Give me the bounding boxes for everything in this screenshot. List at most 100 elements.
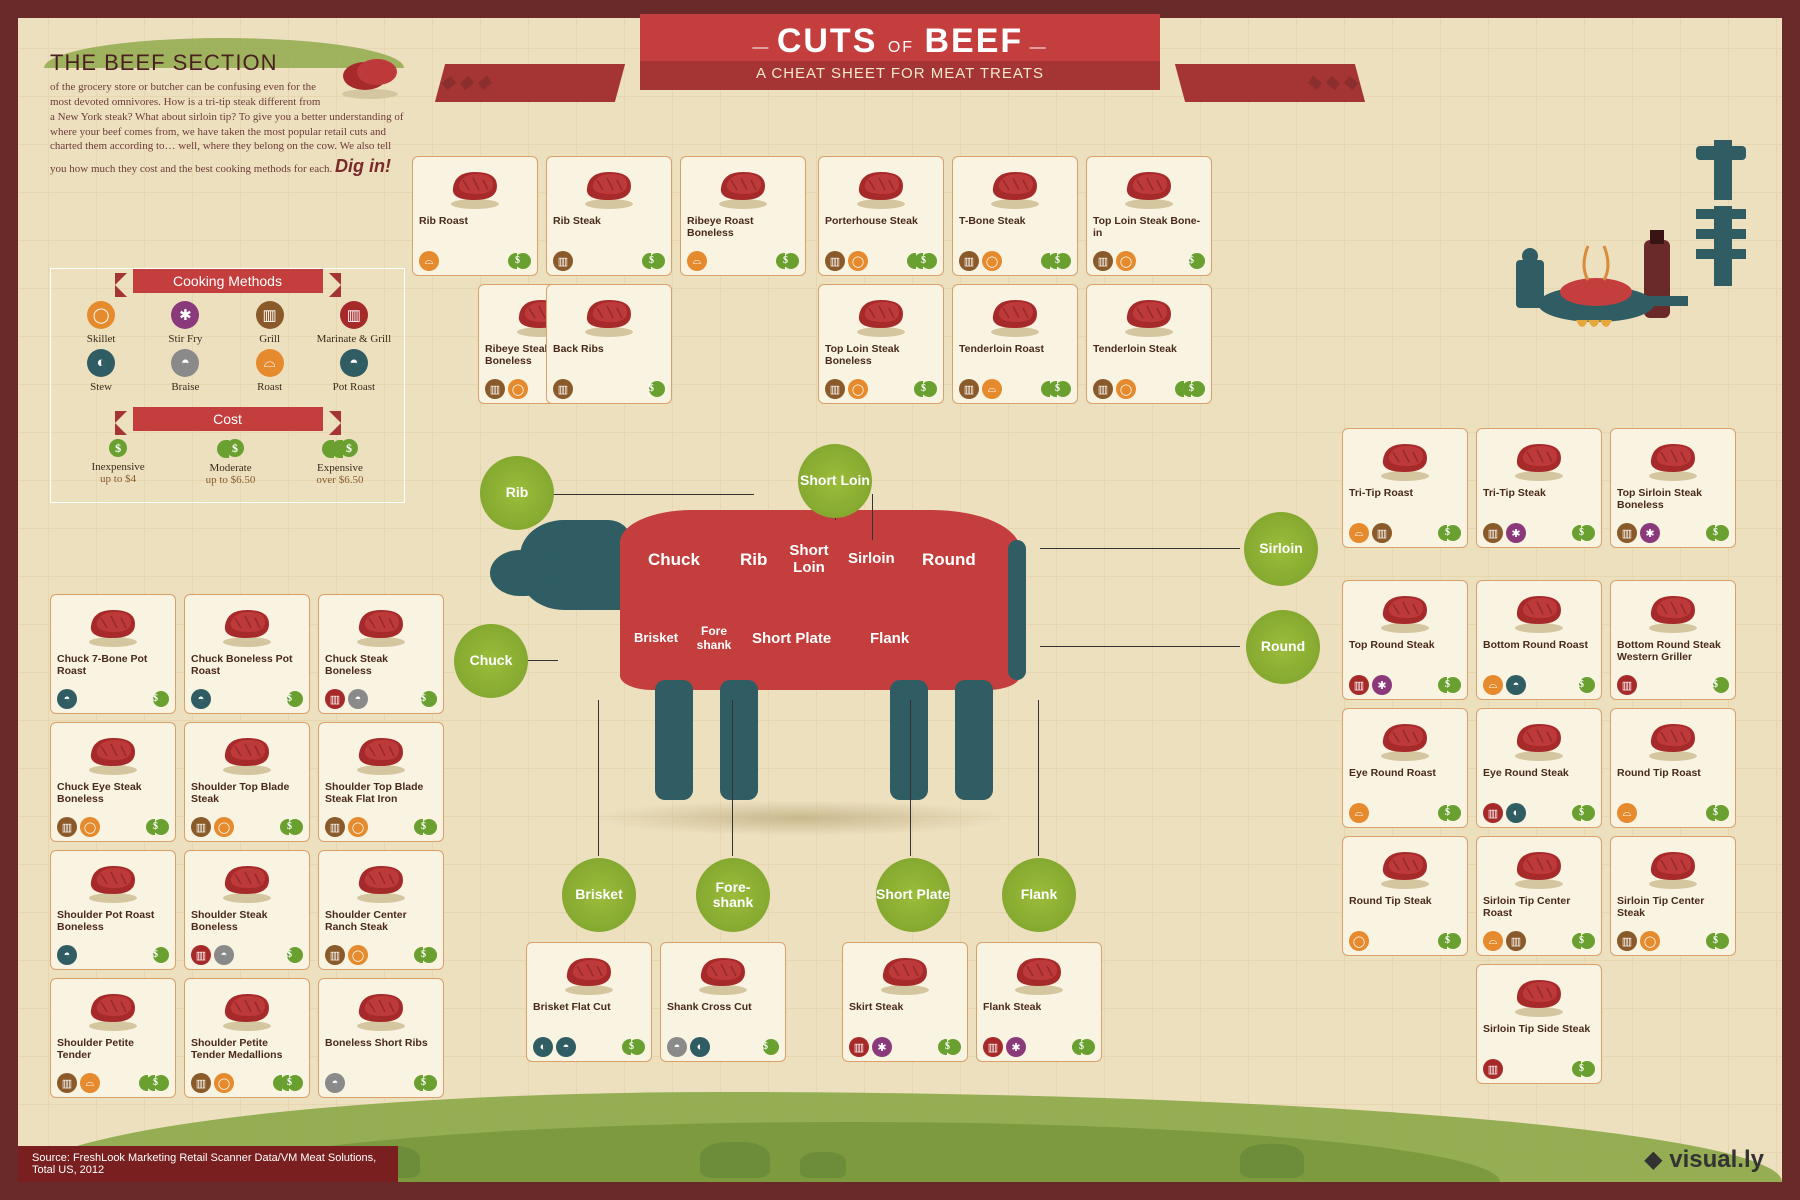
cost-icon: $ bbox=[622, 1039, 645, 1055]
cost-icon: $ bbox=[1438, 933, 1461, 949]
meat-icon bbox=[1483, 715, 1595, 763]
meat-icon bbox=[57, 601, 169, 649]
roast-icon: ⌓ bbox=[982, 379, 1002, 399]
meat-icon bbox=[1093, 163, 1205, 211]
group-sirloin: Tri-Tip Roast⌓▥$Tri-Tip Steak▥✱$Top Sirl… bbox=[1342, 428, 1736, 548]
meat-icon bbox=[1483, 587, 1595, 635]
cost-icon: $ bbox=[1041, 381, 1071, 397]
title-sub: A CHEAT SHEET FOR MEAT TREATS bbox=[640, 61, 1160, 90]
title-banner: — CUTS OF BEEF — A CHEAT SHEET FOR MEAT … bbox=[640, 14, 1160, 90]
cut-name: Ribeye Roast Boneless bbox=[687, 215, 799, 239]
cost-icon: $ bbox=[938, 1039, 961, 1055]
meat-icon bbox=[191, 985, 303, 1033]
methods-grid: ◯Skillet✱Stir Fry▥Grill▥Marinate & Grill… bbox=[61, 301, 394, 393]
meat-icon bbox=[1483, 435, 1595, 483]
meat-icon bbox=[1483, 971, 1595, 1019]
meat-icon bbox=[1349, 435, 1461, 483]
region-pill-brisket: Brisket bbox=[562, 858, 636, 932]
cut-name: Boneless Short Ribs bbox=[325, 1037, 437, 1061]
cut-card: Shoulder Petite Tender Medallions▥◯$ bbox=[184, 978, 310, 1098]
cost-icon: $ bbox=[1572, 933, 1595, 949]
intro-block: THE BEEF SECTION of the grocery store or… bbox=[50, 50, 405, 179]
cut-name: Flank Steak bbox=[983, 1001, 1095, 1025]
meat-icon bbox=[1349, 715, 1461, 763]
method-braise: ◓Braise bbox=[145, 349, 225, 393]
stirfry-icon: ✱ bbox=[1006, 1037, 1026, 1057]
cost-icon: $ bbox=[280, 819, 303, 835]
meat-icon bbox=[849, 949, 961, 997]
meat-icon bbox=[959, 163, 1071, 211]
cut-name: Shoulder Top Blade Steak Flat Iron bbox=[325, 781, 437, 805]
grill-icon: ▥ bbox=[1093, 379, 1113, 399]
meat-icon bbox=[191, 729, 303, 777]
cut-name: Rib Roast bbox=[419, 215, 531, 239]
skillet-icon: ◯ bbox=[1116, 379, 1136, 399]
cost-icon: $ bbox=[1175, 381, 1205, 397]
cost-icon: $ bbox=[1438, 677, 1461, 693]
cut-card: Round Tip Roast⌓$ bbox=[1610, 708, 1736, 828]
grill-icon: ▥ bbox=[191, 817, 211, 837]
meat-icon bbox=[335, 54, 405, 100]
roast-icon: ⌓ bbox=[1349, 523, 1369, 543]
cut-card: Chuck Steak Boneless▥◓$ bbox=[318, 594, 444, 714]
cut-name: Tenderloin Roast bbox=[959, 343, 1071, 367]
cooking-scene-illustration bbox=[1476, 140, 1756, 340]
cut-card: Shoulder Steak Boneless▥◓$ bbox=[184, 850, 310, 970]
skillet-icon: ◯ bbox=[982, 251, 1002, 271]
method-skillet: ◯Skillet bbox=[61, 301, 141, 345]
grill-icon: ▥ bbox=[959, 251, 979, 271]
skillet-icon: ◯ bbox=[214, 1073, 234, 1093]
method-stew: ◐Stew bbox=[61, 349, 141, 393]
cost-icon: $ bbox=[763, 1039, 779, 1055]
method-roast: ⌓Roast bbox=[230, 349, 310, 393]
cut-name: Shoulder Top Blade Steak bbox=[191, 781, 303, 805]
cost-heading: Cost bbox=[133, 407, 323, 431]
meat-icon bbox=[57, 857, 169, 905]
roast-icon: ⌓ bbox=[1483, 675, 1503, 695]
skillet-icon: ◯ bbox=[1640, 931, 1660, 951]
cut-card: Bottom Round Roast⌓◓$ bbox=[1476, 580, 1602, 700]
cost-icon: $ bbox=[1579, 677, 1595, 693]
cut-card: Brisket Flat Cut◐◓$ bbox=[526, 942, 652, 1062]
region-pill-sirloin: Sirloin bbox=[1244, 512, 1318, 586]
stirfry-icon: ✱ bbox=[1640, 523, 1660, 543]
cost-icon: $ bbox=[414, 1075, 437, 1091]
cut-card: Shoulder Top Blade Steak▥◯$ bbox=[184, 722, 310, 842]
cut-name: Chuck Boneless Pot Roast bbox=[191, 653, 303, 677]
cost-icon: $ bbox=[1438, 805, 1461, 821]
grill-icon: ▥ bbox=[1372, 523, 1392, 543]
cut-name: Chuck Eye Steak Boneless bbox=[57, 781, 169, 805]
cut-name: Chuck Steak Boneless bbox=[325, 653, 437, 677]
cut-name: Shank Cross Cut bbox=[667, 1001, 779, 1025]
roast-icon: ⌓ bbox=[1483, 931, 1503, 951]
grill-icon: ▥ bbox=[191, 1073, 211, 1093]
group-flank: Flank Steak▥✱$ bbox=[976, 942, 1102, 1062]
cut-card: Top Sirloin Steak Boneless▥✱$ bbox=[1610, 428, 1736, 548]
grill-icon: ▥ bbox=[325, 945, 345, 965]
roast-icon: ⌓ bbox=[80, 1073, 100, 1093]
group-foreshank: Shank Cross Cut◓◐$ bbox=[660, 942, 786, 1062]
cost-icon: $ bbox=[139, 1075, 169, 1091]
cost-icon: $ bbox=[287, 947, 303, 963]
marinate-icon: ▥ bbox=[1483, 803, 1503, 823]
grill-icon: ▥ bbox=[485, 379, 505, 399]
grill-icon: ▥ bbox=[1093, 251, 1113, 271]
grill-icon: ▥ bbox=[57, 1073, 77, 1093]
region-pill-foreshank: Fore-shank bbox=[696, 858, 770, 932]
title-main: CUTS bbox=[777, 22, 878, 60]
cost-icon: $ bbox=[649, 381, 665, 397]
cut-card: Shoulder Center Ranch Steak▥◯$ bbox=[318, 850, 444, 970]
cost-icon: $ bbox=[776, 253, 799, 269]
grill-icon: ▥ bbox=[1617, 523, 1637, 543]
potroast-icon: ◓ bbox=[57, 689, 77, 709]
cut-card: Tenderloin Steak▥◯$ bbox=[1086, 284, 1212, 404]
cut-card: Porterhouse Steak▥◯$ bbox=[818, 156, 944, 276]
cost-icon: $ bbox=[1572, 525, 1595, 541]
group-shortplate: Skirt Steak▥✱$ bbox=[842, 942, 968, 1062]
cost-level-2: $Moderateup to $6.50 bbox=[206, 439, 256, 486]
cost-icon: $ bbox=[414, 947, 437, 963]
cut-name: Sirloin Tip Side Steak bbox=[1483, 1023, 1595, 1047]
meat-icon bbox=[687, 163, 799, 211]
cost-icon: $ bbox=[914, 381, 937, 397]
skillet-icon: ◯ bbox=[1349, 931, 1369, 951]
